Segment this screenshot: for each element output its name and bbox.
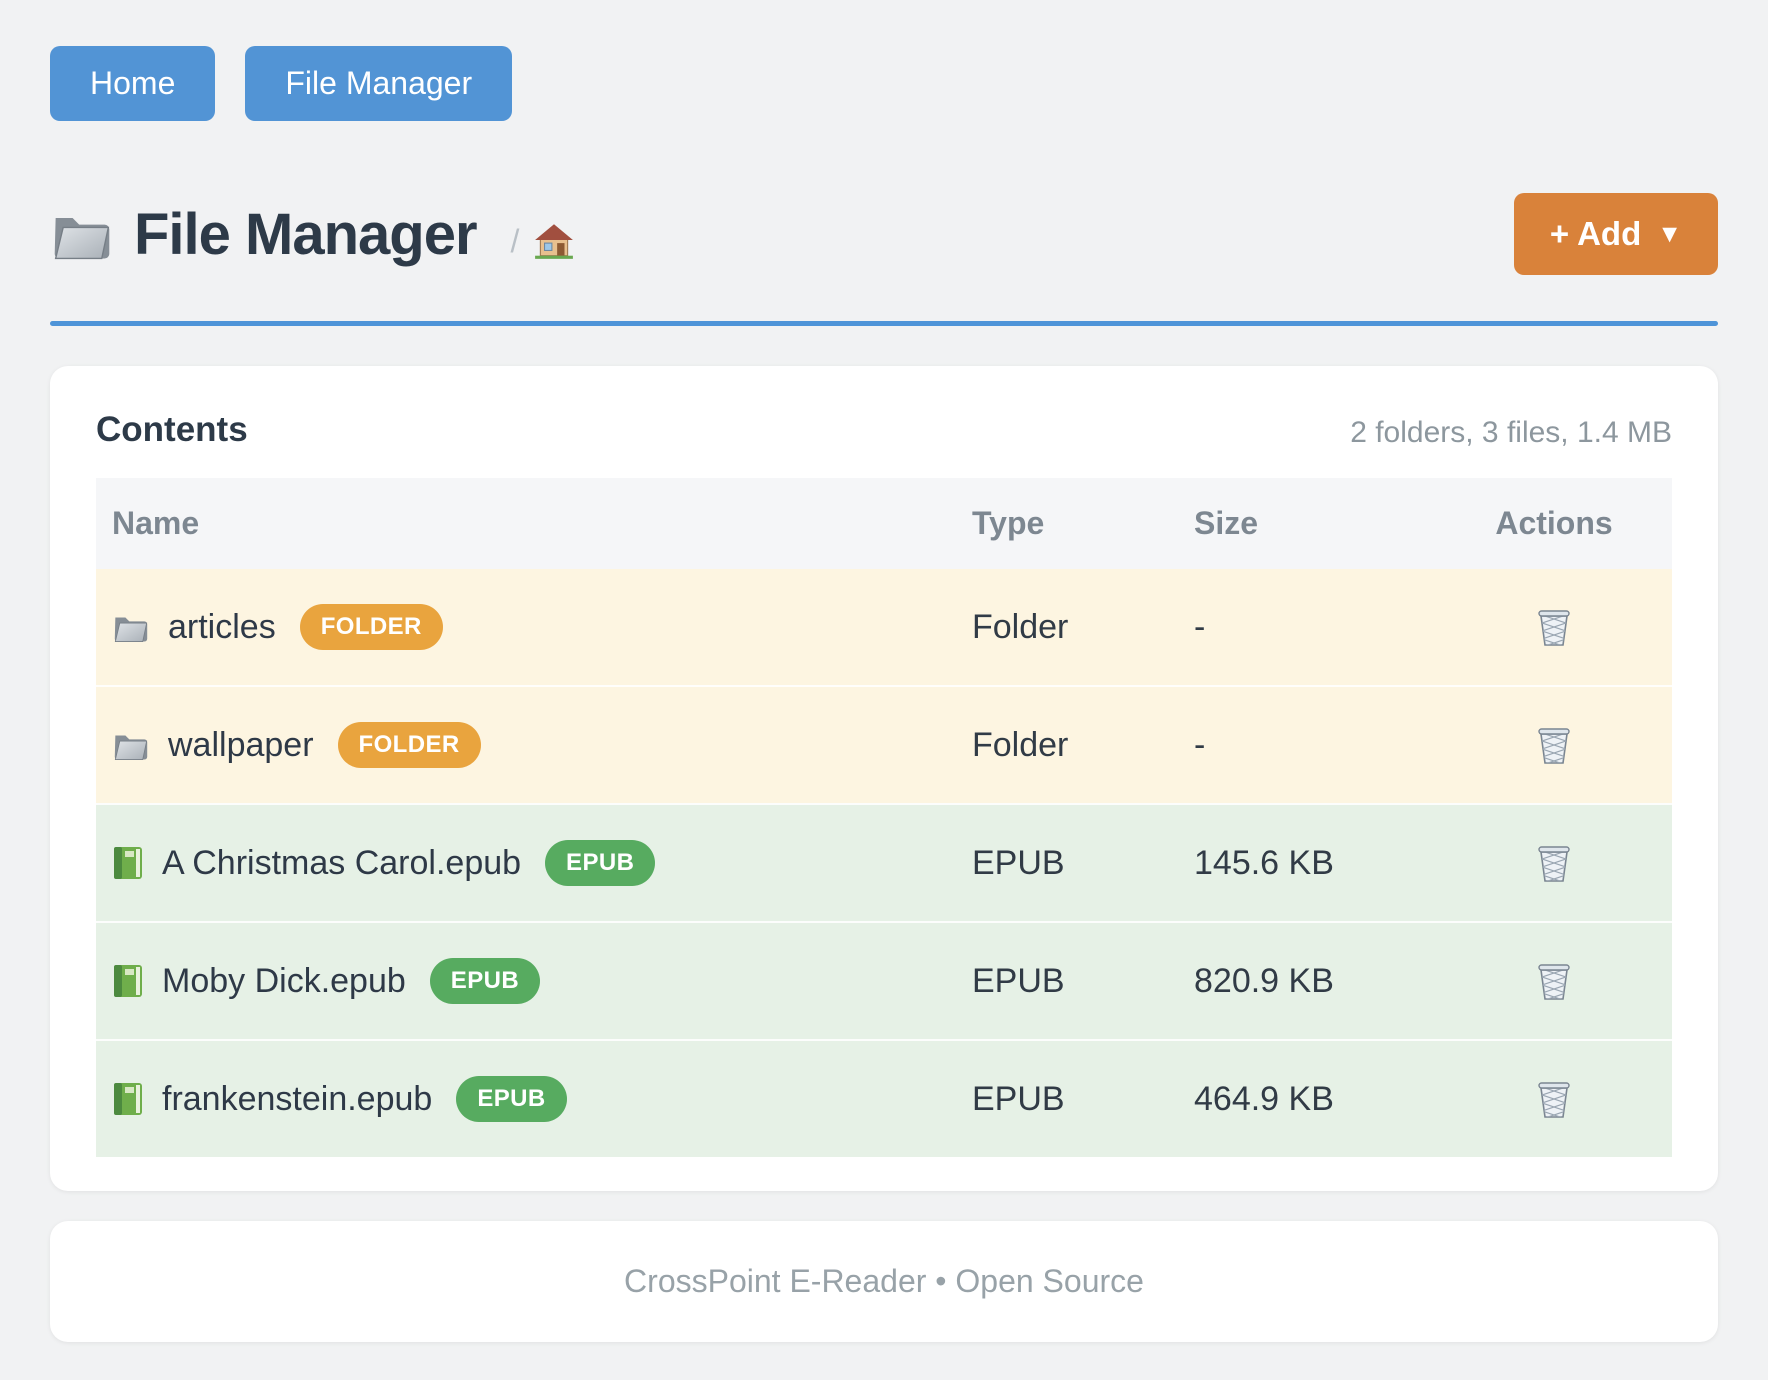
add-button-label: + Add [1549,215,1642,252]
title-wrap: File Manager / [50,201,575,268]
book-icon [112,963,144,999]
delete-button[interactable] [1532,721,1576,769]
table-row: wallpaper FOLDER Folder - [96,685,1672,803]
footer-text: CrossPoint E-Reader • Open Source [624,1263,1144,1299]
type-badge: EPUB [545,840,656,886]
contents-summary: 2 folders, 3 files, 1.4 MB [1350,416,1672,449]
breadcrumb-separator: / [510,222,520,259]
file-type: Folder [972,607,1069,646]
nav-file-manager-button[interactable]: File Manager [245,46,513,121]
caret-down-icon: ▼ [1657,219,1682,248]
page-header: File Manager / + Add ▼ [50,193,1718,275]
files-table: Name Type Size Actions articles FOLDER F… [96,478,1672,1157]
top-nav: Home File Manager [50,46,1718,121]
trash-icon [1536,725,1572,765]
delete-button[interactable] [1532,839,1576,887]
table-row: articles FOLDER Folder - [96,569,1672,685]
trash-icon [1536,843,1572,883]
file-name-link[interactable]: wallpaper [168,725,314,764]
table-row: frankenstein.epub EPUB EPUB 464.9 KB [96,1039,1672,1157]
file-size: - [1194,607,1206,646]
breadcrumb: / [511,222,576,260]
folder-icon [112,728,150,762]
folder-icon [112,610,150,644]
contents-heading: Contents [96,410,248,449]
file-type: EPUB [972,843,1065,882]
file-type: EPUB [972,1079,1065,1118]
open-folder-icon [50,205,114,263]
header-divider [50,321,1718,326]
house-icon[interactable] [533,222,575,260]
type-badge: EPUB [429,958,541,1004]
page: Home File Manager File Manager / + Add ▼… [50,46,1718,1342]
delete-button[interactable] [1532,1075,1576,1123]
file-type: Folder [972,725,1069,764]
file-name-link[interactable]: frankenstein.epub [162,1079,433,1118]
table-row: Moby Dick.epub EPUB EPUB 820.9 KB [96,921,1672,1039]
file-name-link[interactable]: A Christmas Carol.epub [162,843,522,882]
add-button[interactable]: + Add ▼ [1513,193,1718,275]
file-size: 145.6 KB [1194,843,1334,882]
column-header-actions: Actions [1495,505,1613,541]
footer: CrossPoint E-Reader • Open Source [50,1221,1718,1342]
delete-button[interactable] [1532,957,1576,1005]
page-title: File Manager [134,201,478,267]
book-icon [112,1081,144,1117]
contents-card: Contents 2 folders, 3 files, 1.4 MB Name… [50,366,1718,1191]
type-badge: EPUB [456,1076,567,1122]
type-badge: FOLDER [299,604,443,650]
column-header-name: Name [112,505,200,541]
file-name-link[interactable]: Moby Dick.epub [162,961,406,1000]
nav-home-button[interactable]: Home [50,46,216,121]
file-size: 464.9 KB [1194,1079,1334,1118]
file-name-link[interactable]: articles [168,607,276,646]
type-badge: FOLDER [337,722,481,768]
trash-icon [1536,607,1572,647]
column-header-size: Size [1194,505,1259,541]
table-row: A Christmas Carol.epub EPUB EPUB 145.6 K… [96,803,1672,921]
contents-card-header: Contents 2 folders, 3 files, 1.4 MB [96,410,1672,450]
trash-icon [1536,1079,1572,1119]
file-type: EPUB [972,961,1065,1000]
file-size: - [1194,725,1206,764]
trash-icon [1536,961,1572,1001]
book-icon [112,845,144,881]
table-header-row: Name Type Size Actions [96,478,1672,569]
file-size: 820.9 KB [1194,961,1334,1000]
delete-button[interactable] [1532,603,1576,651]
column-header-type: Type [972,505,1045,541]
